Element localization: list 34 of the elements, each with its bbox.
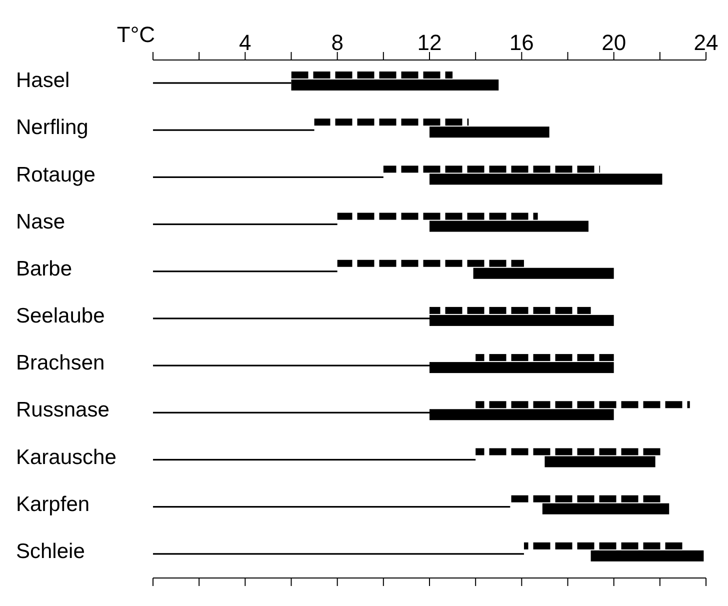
y-tick-label: Schleie bbox=[16, 540, 85, 563]
x-tick-label: 8 bbox=[331, 30, 344, 55]
bar bbox=[337, 260, 524, 267]
x-axis-title: T°C bbox=[116, 22, 156, 47]
bar bbox=[430, 306, 591, 314]
bar bbox=[510, 495, 662, 502]
bar bbox=[430, 174, 662, 185]
bar bbox=[337, 212, 538, 220]
x-tick-label: 16 bbox=[509, 30, 534, 55]
y-tick-label: Nerfling bbox=[16, 116, 88, 140]
x-tick-label: 24 bbox=[694, 30, 718, 55]
x-tick-label: 4 bbox=[239, 30, 252, 55]
bar bbox=[473, 268, 614, 279]
bar bbox=[590, 550, 704, 562]
y-tick-label: Russnase bbox=[16, 398, 110, 422]
bar bbox=[430, 220, 588, 232]
x-tick-label: 12 bbox=[417, 30, 442, 55]
bar bbox=[542, 503, 670, 514]
y-tick-label: Seelaube bbox=[16, 304, 105, 328]
y-tick-label: Nase bbox=[16, 210, 66, 234]
bar bbox=[476, 401, 690, 408]
y-tick-label: Karausche bbox=[16, 446, 116, 469]
y-tick-label: Rotauge bbox=[16, 163, 96, 186]
bar bbox=[544, 456, 656, 468]
bar bbox=[430, 126, 550, 138]
bar bbox=[314, 118, 469, 126]
bar bbox=[383, 166, 600, 173]
y-tick-label: Hasel bbox=[16, 69, 70, 92]
y-tick-label: Karpfen bbox=[16, 492, 90, 516]
bar bbox=[291, 72, 453, 78]
y-tick-label: Brachsen bbox=[16, 352, 105, 375]
y-tick-label: Barbe bbox=[16, 257, 72, 280]
x-tick-label: 20 bbox=[602, 30, 626, 55]
bar bbox=[476, 354, 614, 362]
